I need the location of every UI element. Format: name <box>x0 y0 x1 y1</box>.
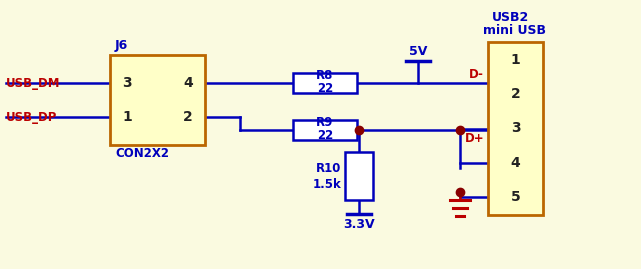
Text: 3.3V: 3.3V <box>343 218 375 231</box>
Text: 22: 22 <box>317 82 333 95</box>
Bar <box>345 152 373 200</box>
Text: R10: R10 <box>315 161 341 175</box>
Text: 4: 4 <box>183 76 193 90</box>
Bar <box>293 120 357 140</box>
Text: 5V: 5V <box>409 45 427 58</box>
Text: 22: 22 <box>317 129 333 142</box>
Bar <box>488 42 543 215</box>
Text: R8: R8 <box>316 69 334 82</box>
Text: USB_DP: USB_DP <box>6 111 58 123</box>
Text: 3: 3 <box>122 76 132 90</box>
Text: 5: 5 <box>511 190 520 204</box>
Text: 1: 1 <box>511 53 520 67</box>
Text: CON2X2: CON2X2 <box>115 147 169 160</box>
Text: USB_DM: USB_DM <box>6 76 60 90</box>
Text: J6: J6 <box>115 39 128 52</box>
Text: D+: D+ <box>464 132 484 145</box>
Text: USB2: USB2 <box>492 11 529 24</box>
Bar <box>110 55 205 145</box>
Text: 1: 1 <box>122 110 132 124</box>
Text: mini USB: mini USB <box>483 24 546 37</box>
Text: 3: 3 <box>511 122 520 136</box>
Text: 1.5k: 1.5k <box>312 178 341 190</box>
Text: 2: 2 <box>183 110 193 124</box>
Bar <box>293 73 357 93</box>
Text: 2: 2 <box>511 87 520 101</box>
Text: R9: R9 <box>316 116 334 129</box>
Text: 4: 4 <box>511 156 520 170</box>
Text: D-: D- <box>469 68 484 81</box>
